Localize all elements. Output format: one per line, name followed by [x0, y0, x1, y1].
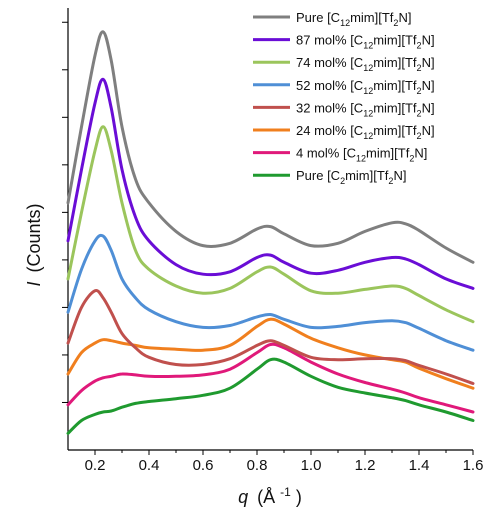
- legend-label: 24 mol% [C12mim][Tf2N]: [296, 123, 435, 141]
- legend-label: 32 mol% [C12mim][Tf2N]: [296, 100, 435, 118]
- series-line-6: [66, 342, 475, 414]
- x-axis-unit-exponent: -1: [280, 485, 291, 499]
- legend-label: Pure [C2mim][Tf2N]: [296, 168, 406, 186]
- x-tick-label: 0.4: [139, 457, 160, 474]
- y-axis-ticks: [62, 21, 68, 403]
- legend-label: 87 mol% [C12mim][Tf2N]: [296, 33, 435, 51]
- y-axis-variable: I: [24, 282, 44, 287]
- chart-legend: Pure [C12mim][Tf2N] 87 mol% [C12mim][Tf2N…: [253, 10, 435, 186]
- series-line-2: [66, 125, 475, 324]
- series-line-5: [66, 317, 475, 390]
- series-lines: [66, 30, 475, 435]
- series-line-4: [66, 289, 475, 385]
- x-tick-label: 0.6: [193, 457, 214, 474]
- series-line-7: [66, 357, 475, 435]
- x-tick-label: 0.2: [85, 457, 106, 474]
- x-axis-title: q (Å -1 ): [238, 480, 302, 507]
- legend-label: 74 mol% [C12mim][Tf2N]: [296, 55, 435, 73]
- y-axis-unit: (Counts): [24, 203, 44, 272]
- x-axis-ticks: 0.2 0.4 0.6 0.8 1.0 1.2 1.4 1.6: [85, 450, 484, 474]
- x-tick-label: 0.8: [247, 457, 268, 474]
- x-tick-label: 1.6: [463, 457, 484, 474]
- legend-label: Pure [C12mim][Tf2N]: [296, 10, 411, 28]
- series-line-0: [66, 30, 475, 264]
- series-line-3: [66, 233, 475, 352]
- legend-label: 52 mol% [C12mim][Tf2N]: [296, 78, 435, 96]
- series-line-1: [66, 77, 475, 290]
- y-axis-title: I (Counts): [24, 203, 44, 286]
- x-tick-label: 1.4: [409, 457, 430, 474]
- chart-axes: [67, 8, 473, 451]
- x-axis-unit: (Å: [257, 487, 275, 507]
- x-axis-unit-close: ): [296, 487, 302, 507]
- x-axis-variable: q: [238, 487, 248, 507]
- x-tick-label: 1.0: [301, 457, 322, 474]
- legend-label: 4 mol% [C12mim][Tf2N]: [296, 146, 427, 164]
- x-tick-label: 1.2: [355, 457, 376, 474]
